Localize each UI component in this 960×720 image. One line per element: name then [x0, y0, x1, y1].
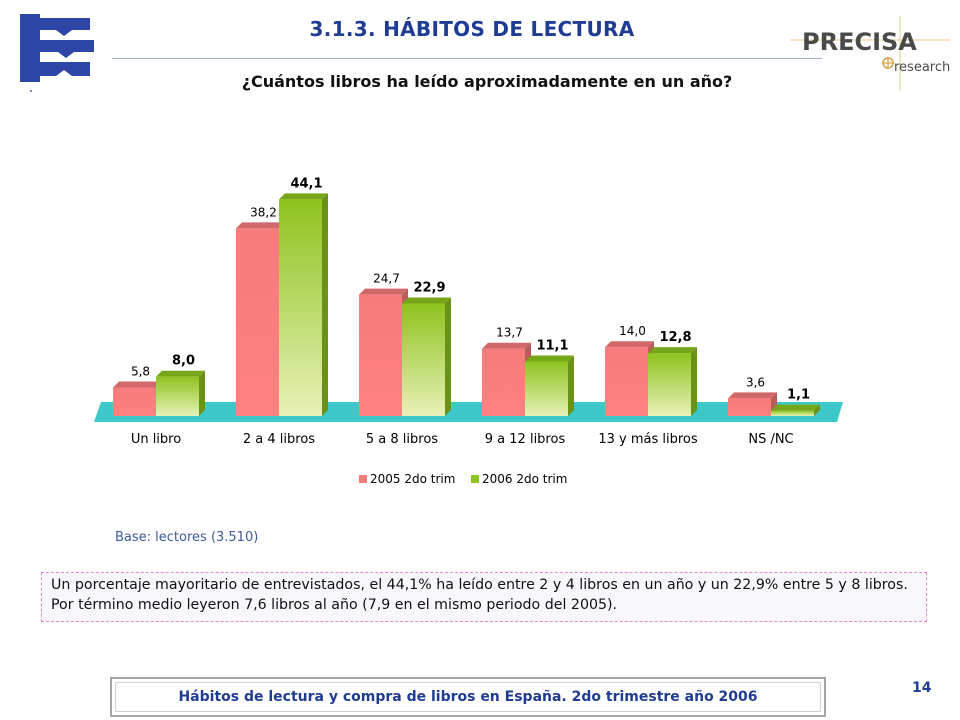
bar-1-4 — [648, 353, 691, 416]
bar-0-0 — [113, 387, 156, 416]
value-label-1-3: 11,1 — [536, 338, 568, 353]
value-label-1-5: 1,1 — [787, 388, 810, 403]
brand-name: PRECISA — [802, 28, 917, 56]
decorative-dot — [30, 90, 32, 92]
bar-top-0-5 — [728, 392, 777, 399]
value-label-0-3: 13,7 — [496, 326, 523, 340]
bar-side-1-2 — [445, 297, 451, 416]
bar-top-1-1 — [279, 193, 328, 200]
brand-sub: research — [894, 60, 950, 75]
value-label-0-4: 14,0 — [619, 324, 646, 338]
bar-top-0-0 — [113, 381, 162, 388]
bar-top-1-4 — [648, 347, 697, 354]
bar-top-1-5 — [771, 404, 820, 411]
bar-top-0-4 — [605, 341, 654, 348]
bar-0-4 — [605, 347, 648, 416]
category-label-0: Un libro — [131, 432, 181, 447]
value-label-1-0: 8,0 — [172, 354, 195, 369]
category-label-1: 2 a 4 libros — [243, 432, 315, 447]
bar-top-0-2 — [359, 288, 408, 295]
footer-title: Hábitos de lectura y compra de libros en… — [110, 677, 826, 717]
bar-top-1-3 — [525, 355, 574, 362]
bar-side-1-3 — [568, 355, 574, 416]
page-title: 3.1.3. HÁBITOS DE LECTURA — [309, 17, 635, 41]
bar-side-1-4 — [691, 347, 697, 416]
bar-1-2 — [402, 303, 445, 416]
chart-question: ¿Cuántos libros ha leído aproximadamente… — [241, 72, 733, 91]
category-label-3: 9 a 12 libros — [485, 432, 566, 447]
bar-top-1-2 — [402, 297, 451, 304]
bar-side-1-5 — [814, 404, 820, 416]
category-label-4: 13 y más libros — [598, 432, 698, 447]
value-label-1-4: 12,8 — [659, 330, 691, 345]
bar-0-2 — [359, 294, 402, 416]
bar-0-5 — [728, 398, 771, 416]
page-number: 14 — [912, 680, 932, 696]
base-note: Base: lectores (3.510) — [115, 530, 259, 545]
header-rule — [112, 58, 822, 59]
value-label-0-5: 3,6 — [746, 375, 765, 389]
publisher-logo — [20, 14, 94, 82]
value-label-0-0: 5,8 — [131, 365, 150, 379]
bar-1-5 — [771, 410, 814, 416]
legend-swatch-1 — [471, 475, 479, 483]
legend-swatch-0 — [359, 475, 367, 483]
bar-1-1 — [279, 199, 322, 416]
value-label-0-2: 24,7 — [373, 272, 400, 286]
bar-top-0-3 — [482, 342, 531, 349]
value-label-1-1: 44,1 — [290, 176, 322, 191]
legend-label-1: 2006 2do trim — [482, 472, 567, 486]
category-label-5: NS /NC — [748, 432, 793, 447]
legend-label-0: 2005 2do trim — [370, 472, 455, 486]
value-label-0-1: 38,2 — [250, 205, 277, 219]
bar-side-1-1 — [322, 193, 328, 416]
precisa-research-logo: PRECISA research — [790, 16, 950, 90]
bar-0-1 — [236, 228, 279, 416]
bar-chart: 5,8 8,0 Un libro 38,2 44,1 2 a 4 libros 24,7 22… — [94, 176, 843, 486]
bar-top-1-0 — [156, 370, 205, 377]
summary-box: Un porcentaje mayoritario de entrevistad… — [41, 572, 927, 622]
category-label-2: 5 a 8 libros — [366, 432, 438, 447]
value-label-1-2: 22,9 — [413, 280, 445, 295]
bar-top-0-1 — [236, 222, 285, 229]
bar-1-0 — [156, 376, 199, 416]
bar-side-1-0 — [199, 370, 205, 416]
bar-1-3 — [525, 361, 568, 416]
bar-0-3 — [482, 348, 525, 416]
